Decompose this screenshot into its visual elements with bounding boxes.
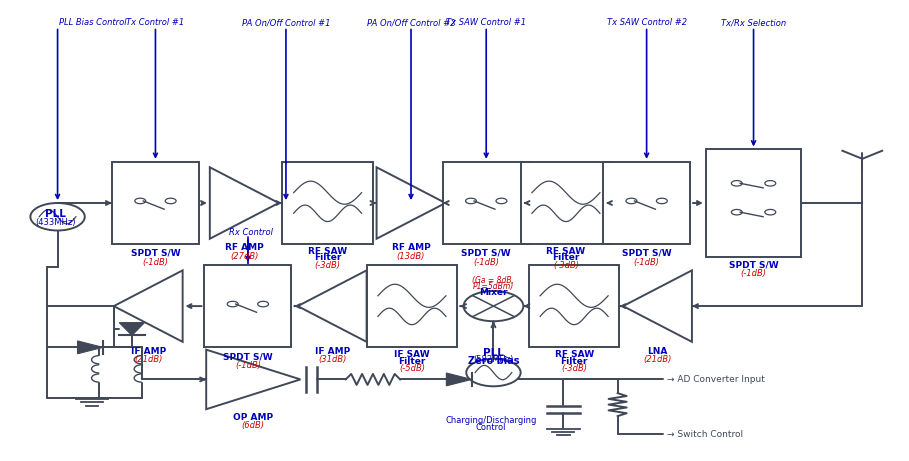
Text: (-1dB): (-1dB): [235, 361, 261, 370]
Text: (-1dB): (-1dB): [741, 269, 766, 278]
Text: SPDT S/W: SPDT S/W: [223, 352, 273, 361]
Text: Rx Control: Rx Control: [228, 228, 273, 237]
Text: Mixer: Mixer: [479, 288, 508, 297]
Text: (21dB): (21dB): [644, 355, 672, 364]
Text: (-1dB): (-1dB): [634, 258, 660, 267]
Text: Tx SAW Control #2: Tx SAW Control #2: [606, 18, 686, 27]
Bar: [205, 265, 292, 347]
Text: IF AMP: IF AMP: [315, 347, 350, 355]
Bar: [705, 149, 802, 257]
Text: P1=5dBm): P1=5dBm): [473, 282, 514, 291]
Bar: [529, 265, 619, 347]
Text: Charging/Discharging: Charging/Discharging: [445, 416, 536, 425]
Circle shape: [30, 203, 85, 230]
Text: (21dB): (21dB): [134, 355, 163, 364]
Text: RF AMP: RF AMP: [225, 243, 264, 253]
Text: (6dB): (6dB): [242, 421, 265, 430]
Text: Tx/Rx Selection: Tx/Rx Selection: [721, 18, 786, 27]
Text: Filter: Filter: [314, 254, 341, 262]
Text: (582MHz): (582MHz): [474, 355, 514, 364]
Text: PLL Bias Control: PLL Bias Control: [59, 18, 127, 27]
Text: Filter: Filter: [561, 357, 588, 366]
Circle shape: [464, 291, 524, 321]
Bar: [521, 162, 611, 244]
Text: SPDT S/W: SPDT S/W: [622, 249, 672, 258]
Text: (13dB): (13dB): [397, 252, 425, 260]
Text: Filter: Filter: [398, 357, 425, 366]
Bar: [283, 162, 373, 244]
Text: (433MHz): (433MHz): [35, 218, 76, 227]
Text: RF AMP: RF AMP: [392, 243, 430, 253]
Text: Tx SAW Control #1: Tx SAW Control #1: [446, 18, 526, 27]
Polygon shape: [206, 349, 301, 409]
Text: PA On/Off Control #1: PA On/Off Control #1: [242, 18, 330, 27]
Text: → Switch Control: → Switch Control: [667, 430, 744, 439]
Text: (-1dB): (-1dB): [474, 258, 499, 267]
Text: OP AMP: OP AMP: [234, 413, 274, 422]
Text: Control: Control: [475, 423, 506, 431]
Text: PA On/Off Control #2: PA On/Off Control #2: [366, 18, 455, 27]
Text: SPDT S/W: SPDT S/W: [131, 249, 180, 258]
Bar: [366, 265, 457, 347]
Text: (-3dB): (-3dB): [315, 261, 341, 270]
Text: RF SAW: RF SAW: [546, 247, 585, 255]
Text: (27dB): (27dB): [230, 252, 258, 260]
Text: (-3dB): (-3dB): [561, 364, 587, 373]
Text: (-5dB): (-5dB): [399, 364, 425, 373]
Polygon shape: [298, 270, 366, 342]
Text: (31dB): (31dB): [318, 355, 346, 364]
Bar: [603, 162, 690, 244]
Polygon shape: [77, 341, 103, 354]
Text: LNA: LNA: [647, 347, 668, 355]
Polygon shape: [446, 373, 472, 386]
Text: Tx Control #1: Tx Control #1: [126, 18, 185, 27]
Text: → AD Converter Input: → AD Converter Input: [667, 375, 765, 384]
Polygon shape: [623, 270, 692, 342]
Text: RF SAW: RF SAW: [308, 247, 347, 255]
Text: (-1dB): (-1dB): [143, 258, 168, 267]
Polygon shape: [376, 167, 445, 239]
Text: SPDT S/W: SPDT S/W: [462, 249, 511, 258]
Polygon shape: [210, 167, 279, 239]
Text: SPDT S/W: SPDT S/W: [729, 260, 778, 269]
Text: RF SAW: RF SAW: [554, 350, 594, 359]
Text: (Ga = 8dB,: (Ga = 8dB,: [473, 277, 514, 285]
Text: Zero bias: Zero bias: [468, 356, 519, 366]
Bar: [443, 162, 530, 244]
Circle shape: [466, 359, 521, 386]
Polygon shape: [114, 270, 183, 342]
Text: PLL: PLL: [483, 348, 504, 358]
Polygon shape: [119, 323, 145, 336]
Text: (-3dB): (-3dB): [553, 261, 579, 270]
Text: IF SAW: IF SAW: [395, 350, 430, 359]
Text: Filter: Filter: [553, 254, 580, 262]
Text: IF AMP: IF AMP: [131, 347, 165, 355]
Text: PLL: PLL: [45, 209, 66, 219]
Bar: [112, 162, 199, 244]
